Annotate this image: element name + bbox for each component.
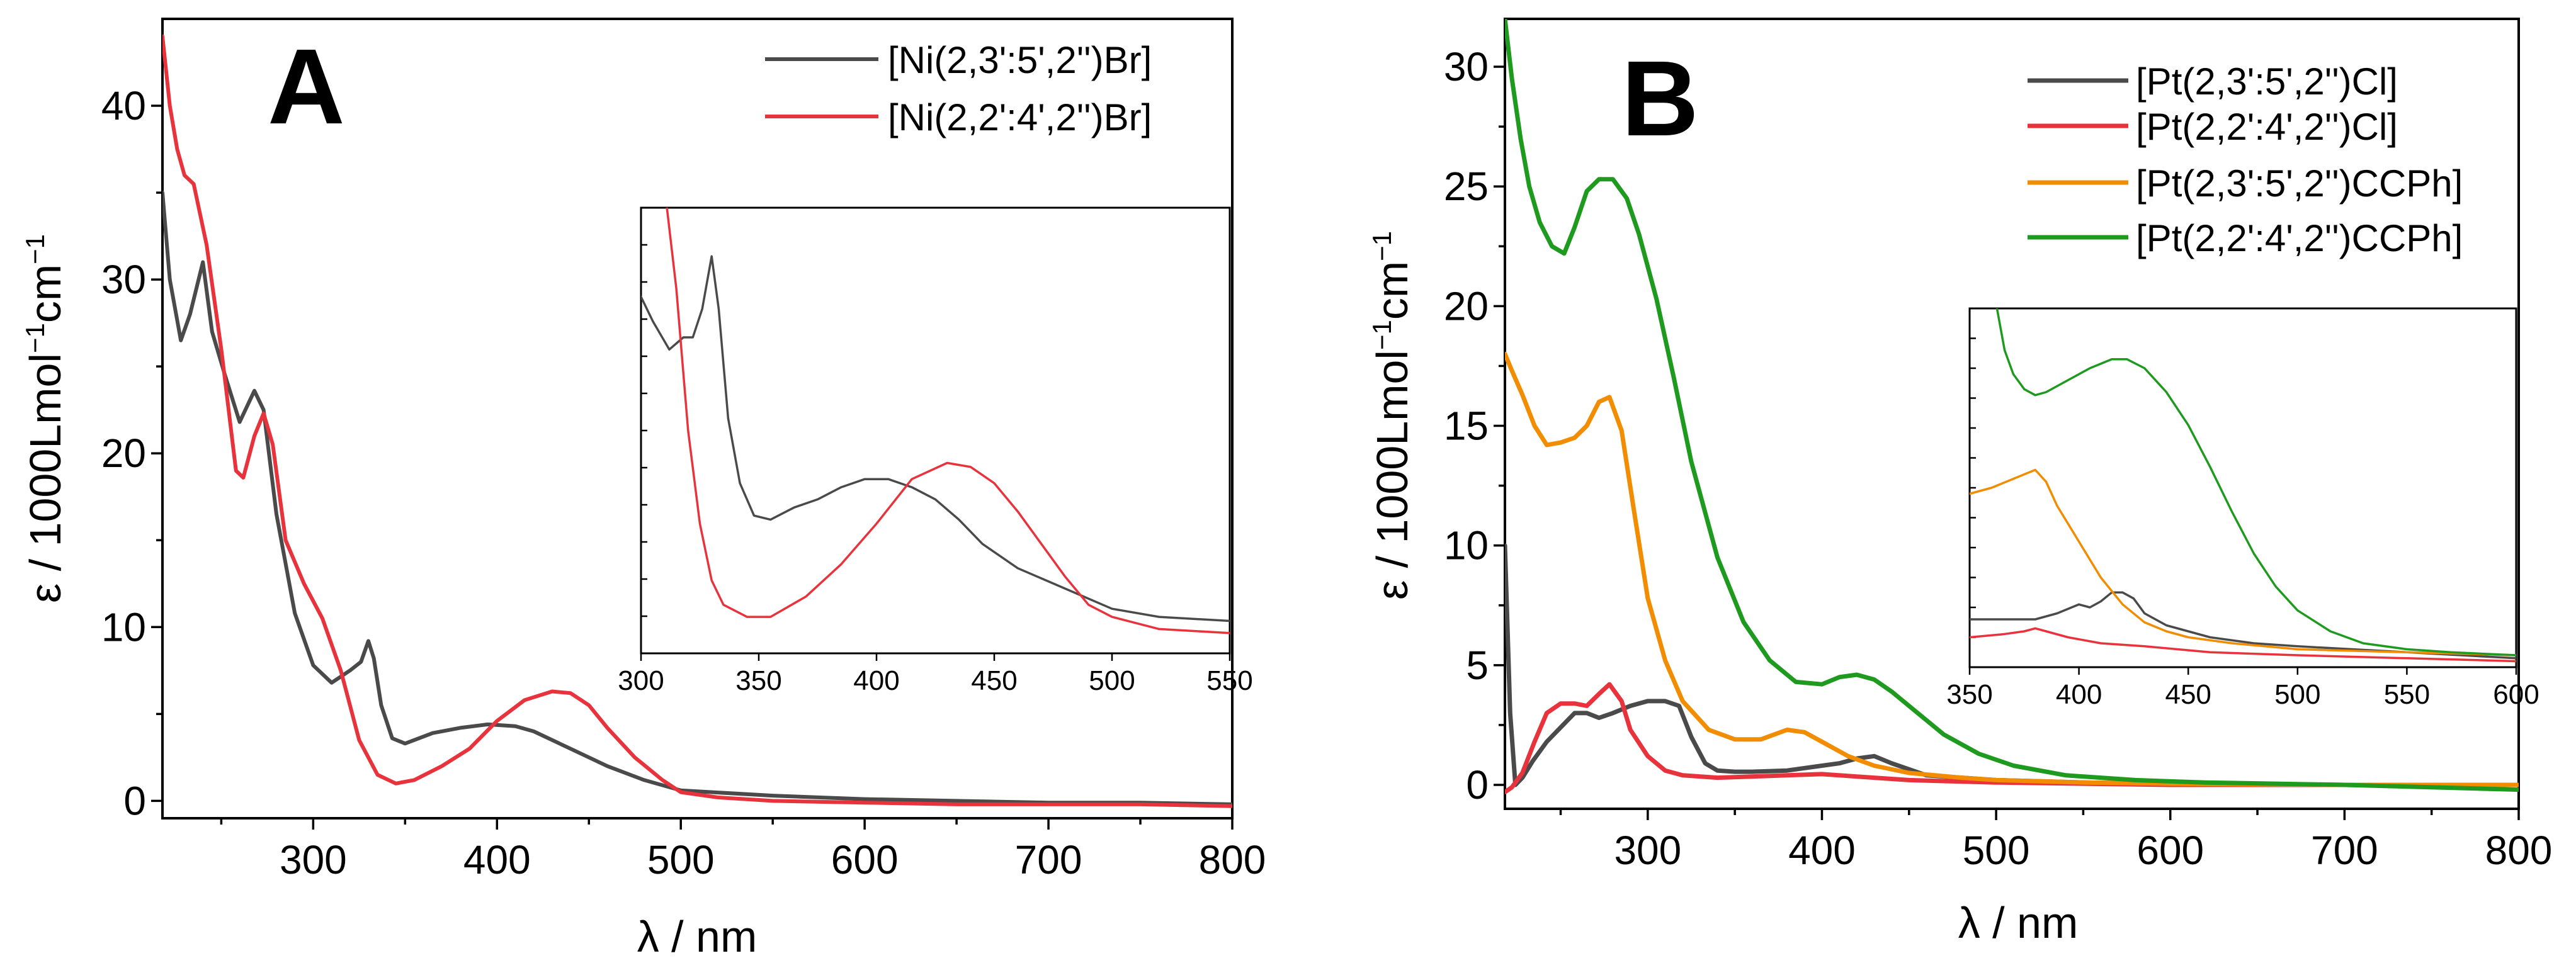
series-line <box>1970 627 2516 663</box>
panel-b-inset-x-tick-label: 400 <box>2056 679 2102 710</box>
panel-b-x-tick-label: 400 <box>1788 828 1856 873</box>
panel-a-x-tick-label: 300 <box>280 837 347 882</box>
panel-a-inset-ticks <box>640 244 1231 661</box>
panel-b: B 300 400 500 600 700 800 0 5 10 15 20 2… <box>1367 18 2553 947</box>
legend-label: [Pt(2,3':5',2'')Cl] <box>2136 60 2398 103</box>
series-line <box>1505 19 2519 792</box>
legend-label: [Pt(2,2':4',2'')CCPh] <box>2136 217 2463 259</box>
panel-a-x-tick-label: 600 <box>831 837 899 882</box>
legend-label: [Ni(2,3':5',2'')Br] <box>888 39 1152 81</box>
panel-a-y-axis-label-mid: cm <box>21 264 70 323</box>
panel-b-inset-series <box>1970 308 2516 663</box>
panel-b-inset-x-tick-label: 350 <box>1946 679 1992 710</box>
panel-b-inset-frame <box>1968 307 2517 668</box>
panel-a-inset-series <box>641 208 1230 634</box>
panel-b-y-axis-label: ε / 1000Lmol−1cm−1 <box>1367 231 1417 600</box>
panel-b-x-tick-label: 600 <box>2136 828 2204 873</box>
panel-b-y-axis-label-mid: cm <box>1368 261 1417 320</box>
panel-b-inset-x-tick-label: 500 <box>2274 679 2320 710</box>
panel-a-inset-x-tick-label: 400 <box>853 665 899 696</box>
panel-a-legend: [Ni(2,3':5',2'')Br] [Ni(2,2':4',2'')Br] <box>765 39 1152 138</box>
panel-a-y-tick-label: 10 <box>101 604 146 650</box>
panel-a-y-axis-label: ε / 1000Lmol−1cm−1 <box>20 234 70 603</box>
panel-a-x-tick-label: 500 <box>647 837 715 882</box>
panel-b-inset: 350 400 450 500 550 600 <box>1946 307 2539 710</box>
panel-a-letter: A <box>268 27 345 147</box>
series-line <box>1995 308 2516 656</box>
panel-b-y-axis-label-sup2: −1 <box>1367 231 1397 261</box>
panel-b-x-tick-label: 700 <box>2311 828 2378 873</box>
panel-b-y-tick-label: 15 <box>1444 403 1489 449</box>
panel-a-inset-x-tick-label: 450 <box>971 665 1017 696</box>
panel-a-inset-x-tick-label: 350 <box>735 665 781 696</box>
series-line <box>1505 543 2519 787</box>
series-line <box>162 34 1232 808</box>
panel-b-series <box>1505 19 2519 794</box>
panel-a-y-tick-label: 20 <box>101 431 146 476</box>
panel-b-letter: B <box>1621 39 1699 159</box>
panel-b-legend: [Pt(2,3':5',2'')Cl] [Pt(2,2':4',2'')Cl] … <box>2028 60 2463 259</box>
panel-b-y-axis-label-main: ε / 1000Lmol <box>1368 350 1417 600</box>
panel-b-y-tick-label: 20 <box>1444 283 1489 329</box>
panel-b-x-tick-label: 800 <box>2485 828 2553 873</box>
panel-a-series <box>162 34 1232 808</box>
panel-a-x-tick-label: 400 <box>463 837 531 882</box>
panel-b-y-tick-label: 10 <box>1444 523 1489 568</box>
panel-a-y-tick-label: 30 <box>101 257 146 302</box>
panel-a-inset: 300 350 400 450 500 550 <box>618 206 1253 696</box>
panel-b-y-tick-label: 30 <box>1444 44 1489 89</box>
series-line <box>641 255 1230 622</box>
series-line <box>666 208 1230 634</box>
series-line <box>1505 351 2519 787</box>
panel-a-inset-x-tick-label: 500 <box>1089 665 1135 696</box>
panel-a-y-axis-label-sup2: −1 <box>20 234 50 264</box>
panel-b-y-axis-label-sup1: −1 <box>1367 320 1397 350</box>
panel-b-x-axis-label: λ / nm <box>1958 898 2079 947</box>
panel-b-x-tick-label: 300 <box>1614 828 1681 873</box>
panel-a-x-axis-label: λ / nm <box>637 912 757 961</box>
series-line <box>1970 468 2516 656</box>
panel-a-y-axis-label-main: ε / 1000Lmol <box>21 353 70 603</box>
panel-b-y-tick-label: 25 <box>1444 164 1489 209</box>
panel-b-ticks <box>1494 65 2520 820</box>
panel-a-x-tick-label: 700 <box>1015 837 1082 882</box>
panel-a-y-tick-label: 0 <box>123 778 146 823</box>
legend-label: [Ni(2,2':4',2'')Br] <box>888 96 1152 138</box>
legend-label: [Pt(2,3':5',2'')CCPh] <box>2136 162 2463 205</box>
panel-a-y-tick-label: 40 <box>101 83 146 128</box>
panel-a-y-axis-label-sup1: −1 <box>20 323 50 353</box>
panel-a-x-tick-label: 800 <box>1199 837 1266 882</box>
panel-b-x-tick-label: 500 <box>1963 828 2030 873</box>
panel-b-inset-x-tick-label: 550 <box>2384 679 2430 710</box>
panel-a-inset-x-tick-label: 550 <box>1206 665 1252 696</box>
panel-a-ticks <box>151 104 1234 830</box>
panel-b-inset-x-tick-label: 600 <box>2493 679 2539 710</box>
panel-b-inset-x-tick-label: 450 <box>2165 679 2211 710</box>
series-line <box>1970 591 2516 660</box>
panel-a-plot-frame <box>161 18 1234 819</box>
panel-b-y-tick-label: 0 <box>1466 762 1489 808</box>
panel-a: A 300 400 500 600 700 800 0 10 20 30 40 … <box>20 18 1266 961</box>
panel-b-y-tick-label: 5 <box>1466 643 1489 688</box>
series-line <box>1505 682 2519 794</box>
legend-label: [Pt(2,2':4',2'')Cl] <box>2136 106 2398 148</box>
panel-b-plot-frame <box>1504 18 2520 810</box>
panel-a-inset-x-tick-label: 300 <box>618 665 664 696</box>
